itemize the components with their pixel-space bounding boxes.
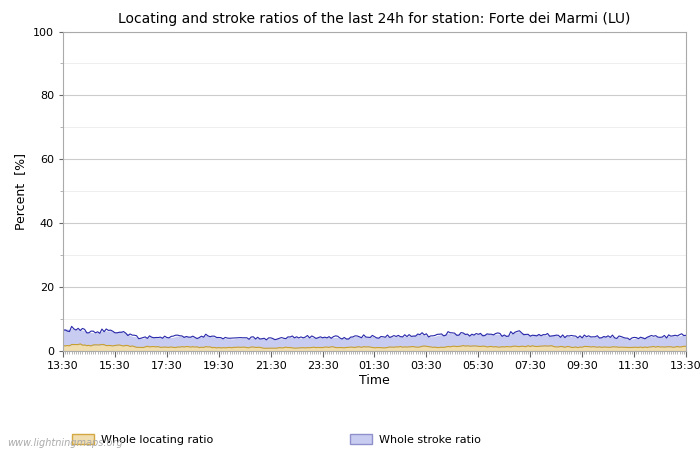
Text: www.lightningmaps.org: www.lightningmaps.org [7, 438, 122, 448]
Title: Locating and stroke ratios of the last 24h for station: Forte dei Marmi (LU): Locating and stroke ratios of the last 2… [118, 12, 631, 26]
X-axis label: Time: Time [359, 374, 390, 387]
Y-axis label: Percent  [%]: Percent [%] [15, 153, 27, 230]
Legend: Whole locating ratio, Locating ratio station Forte dei Marmi (LU), Whole stroke : Whole locating ratio, Locating ratio sta… [66, 429, 608, 450]
